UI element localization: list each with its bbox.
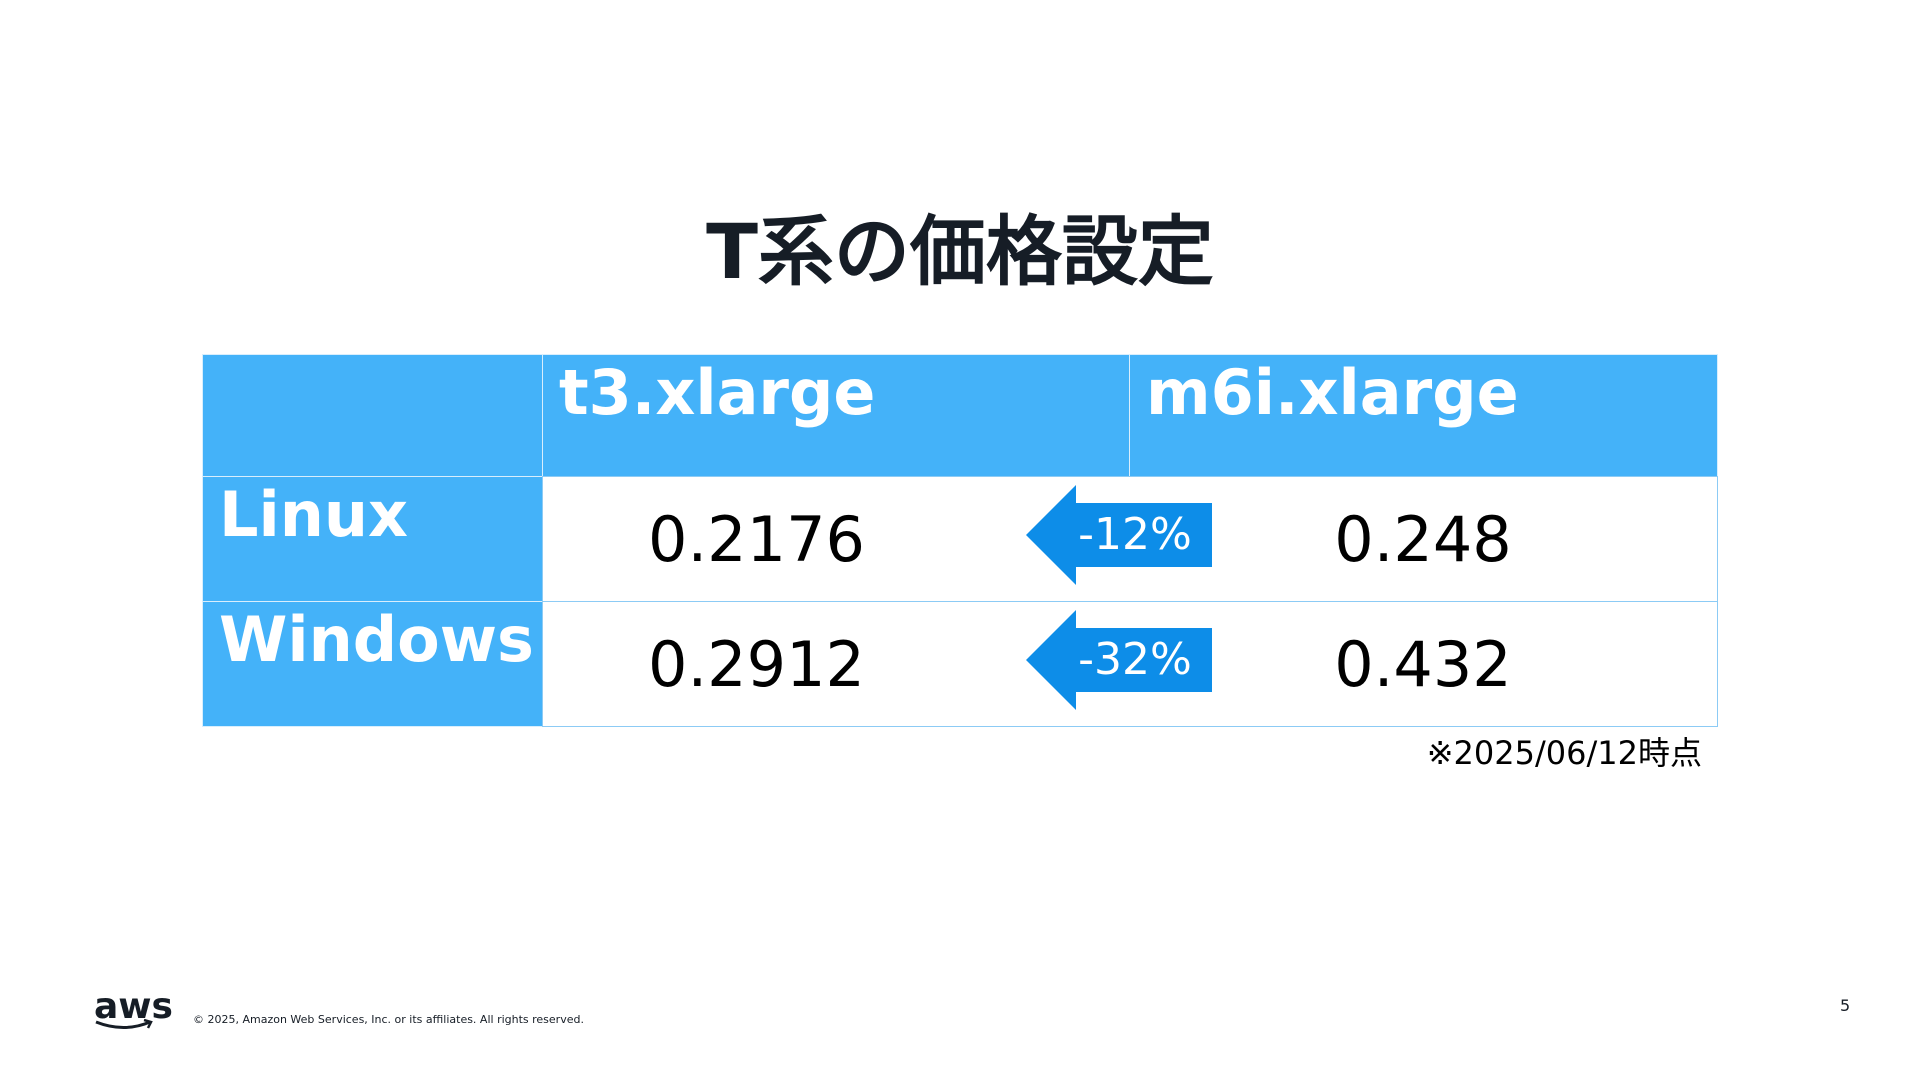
logo-smile bbox=[95, 1019, 153, 1029]
value-cell: 0.2912 bbox=[542, 601, 1130, 727]
arrow: -32% bbox=[1026, 610, 1212, 710]
arrow: -12% bbox=[1026, 485, 1212, 585]
row-label: Linux bbox=[202, 476, 543, 602]
value-cell: 0.248 bbox=[1129, 476, 1718, 602]
value-cell: 0.432 bbox=[1129, 601, 1718, 727]
arrow-label: -32% bbox=[1078, 634, 1192, 685]
page-number: 5 bbox=[1840, 996, 1851, 1015]
row-label: Windows bbox=[202, 601, 543, 727]
copyright: © 2025, Amazon Web Services, Inc. or its… bbox=[193, 1013, 584, 1026]
logo-text: aws bbox=[94, 986, 173, 1027]
slide-title: T系の価格設定 bbox=[706, 207, 1214, 296]
note: ※2025/06/12時点 bbox=[1426, 734, 1702, 772]
arrow-shape bbox=[1026, 610, 1212, 710]
corner-cell bbox=[202, 354, 543, 477]
aws-logo: aws bbox=[94, 986, 173, 1033]
arrow-shape bbox=[1026, 485, 1212, 585]
header-cell: m6i.xlarge bbox=[1129, 354, 1718, 477]
header-cell: t3.xlarge bbox=[542, 354, 1130, 477]
arrow-label: -12% bbox=[1078, 509, 1192, 560]
